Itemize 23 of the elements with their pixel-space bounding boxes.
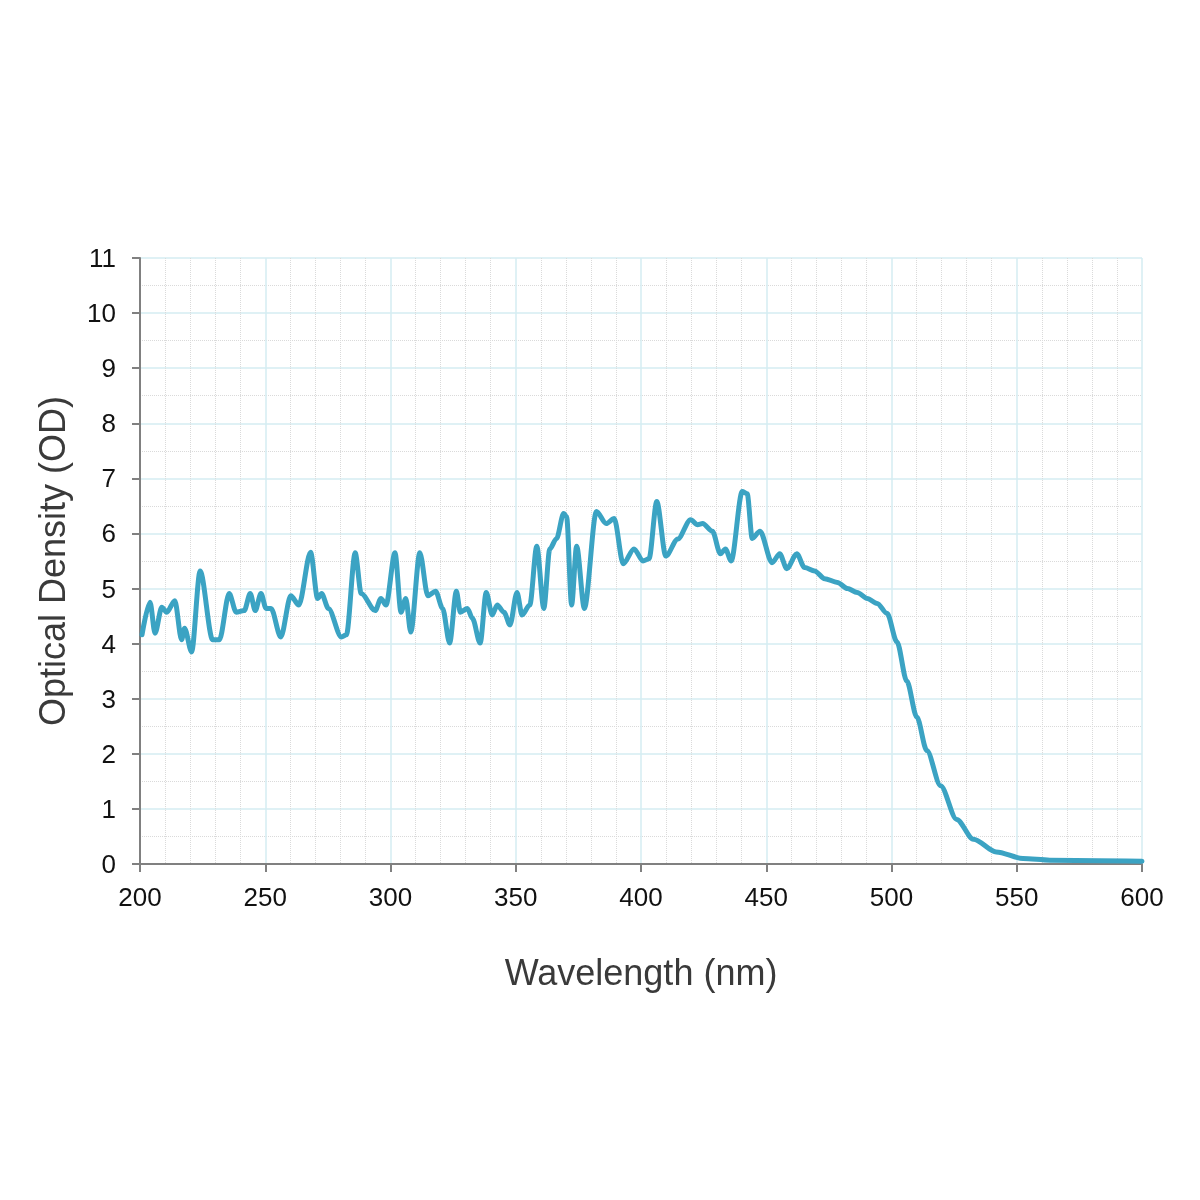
y-tick-label: 10 xyxy=(87,298,116,329)
y-tick-label: 2 xyxy=(101,738,116,769)
y-tick-label: 1 xyxy=(101,793,116,824)
y-axis-title: Optical Density (OD) xyxy=(31,395,73,727)
x-axis-title: Wavelength (nm) xyxy=(504,951,778,993)
y-tick-label: 9 xyxy=(101,353,116,384)
y-tick-label: 4 xyxy=(101,628,116,659)
x-tick-label: 300 xyxy=(368,882,413,912)
y-tick-label: 11 xyxy=(89,243,116,273)
x-tick-label: 500 xyxy=(869,882,914,912)
y-tick-label: 8 xyxy=(101,408,116,439)
x-tick-label: 450 xyxy=(744,882,788,912)
y-tick-label: 5 xyxy=(101,573,116,604)
x-tick-label: 350 xyxy=(494,882,538,912)
x-tick-label: 600 xyxy=(1120,882,1164,912)
x-tick-label: 200 xyxy=(118,882,162,912)
y-tick-label: 0 xyxy=(101,849,116,879)
x-tick-label: 550 xyxy=(995,882,1039,912)
y-tick-label: 3 xyxy=(101,683,116,714)
y-tick-label: 7 xyxy=(101,463,116,494)
x-tick-label: 250 xyxy=(243,882,287,912)
x-tick-label: 400 xyxy=(619,882,663,912)
y-tick-label: 6 xyxy=(101,518,116,549)
